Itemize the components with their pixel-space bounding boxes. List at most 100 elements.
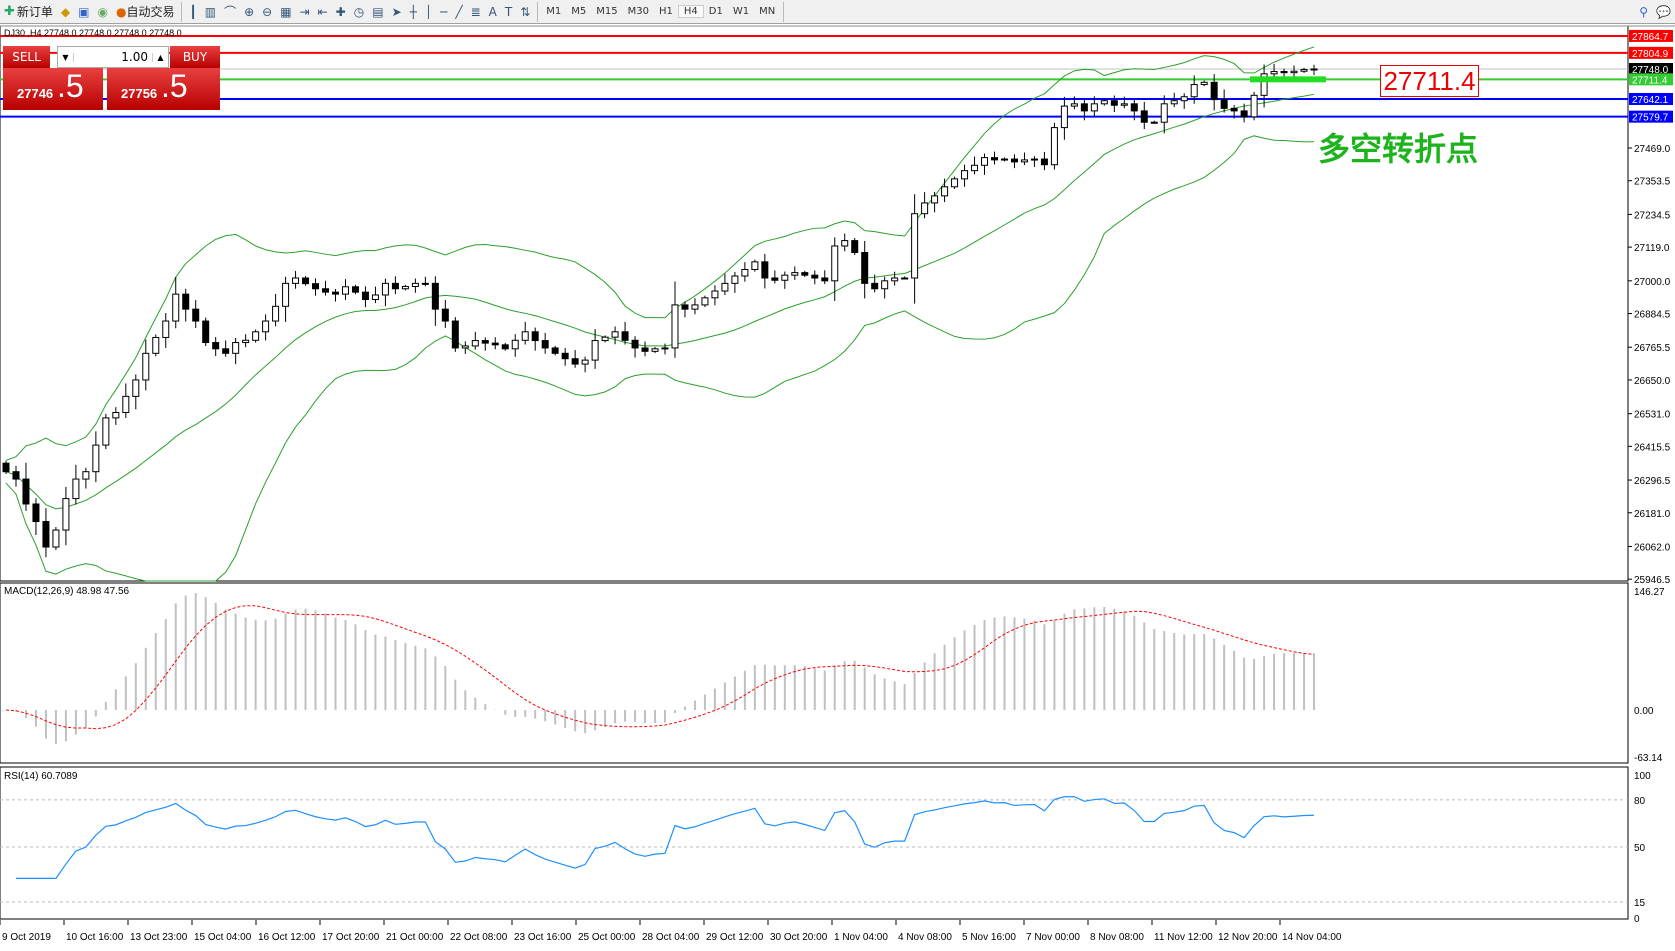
rsi-tick-label: 15: [1634, 898, 1646, 909]
new-order-button[interactable]: ✚ 新订单: [0, 1, 57, 23]
signals-button[interactable]: ◉: [94, 1, 112, 23]
cursor-icon[interactable]: ➤: [391, 4, 402, 19]
time-label: 22 Oct 08:00: [450, 932, 508, 943]
candle: [411, 278, 419, 293]
candle: [791, 266, 799, 280]
chat-button[interactable]: 💬: [1652, 1, 1675, 23]
annotation-text[interactable]: 多空转折点: [1318, 130, 1479, 168]
candle-body: [1030, 158, 1038, 161]
candle: [1270, 64, 1278, 77]
candle-body: [1260, 73, 1268, 96]
timeframe-w1[interactable]: W1: [732, 6, 750, 17]
zoom-out-icon[interactable]: ⊖: [262, 4, 273, 19]
volume-decrease-icon[interactable]: ▼: [58, 52, 74, 62]
candle: [421, 276, 429, 287]
candle: [1260, 64, 1268, 108]
level-price-text: 27711.4: [1632, 75, 1668, 86]
timeframe-m15[interactable]: M15: [596, 6, 618, 17]
macd-tick-label: 146.27: [1634, 587, 1665, 598]
sell-price-button[interactable]: 27746 .5: [3, 68, 103, 110]
candle: [641, 341, 649, 357]
auto-trading-button[interactable]: ● 自动交易: [112, 1, 179, 23]
candle: [481, 337, 489, 351]
candle-body: [1080, 103, 1088, 112]
line-chart-icon[interactable]: ⌒: [224, 5, 237, 19]
chart-bar-icon[interactable]: ┃: [189, 4, 197, 19]
candlestick-icon[interactable]: ▥: [204, 4, 217, 19]
candle-body: [831, 245, 839, 282]
candle: [971, 156, 979, 175]
periods-icon[interactable]: ◷: [353, 4, 365, 19]
indicators-icon[interactable]: ✚: [335, 4, 346, 19]
timeframe-mn[interactable]: MN: [759, 6, 776, 17]
candle-body: [1300, 69, 1308, 72]
annotation-price-label[interactable]: 27711.4: [1380, 65, 1479, 97]
horizontal-line-icon[interactable]: ─: [440, 4, 448, 19]
fibonacci-icon[interactable]: ≣: [470, 4, 481, 19]
text-icon[interactable]: A: [488, 4, 497, 19]
candle-body: [461, 345, 469, 349]
candle: [391, 276, 399, 295]
one-click-trading-panel: SELL ▼ 1.00 ▲ BUY 27746 .5 27756 .5: [3, 46, 223, 110]
price-tick-label: 26181.0: [1634, 509, 1671, 520]
candle: [431, 276, 439, 326]
candle: [1060, 96, 1068, 140]
rsi-tick-label: 50: [1634, 843, 1646, 854]
candle: [891, 271, 899, 286]
buy-button[interactable]: BUY: [170, 46, 220, 68]
candle-body: [1220, 99, 1228, 109]
timeframe-m1[interactable]: M1: [546, 6, 562, 17]
chart-window[interactable]: 27864.727804.927748.027711.427642.127579…: [0, 24, 1675, 951]
timeframe-h1[interactable]: H1: [658, 6, 673, 17]
timeframe-m30[interactable]: M30: [627, 6, 649, 17]
level-price-text: 27804.9: [1632, 49, 1669, 60]
timeframe-m5[interactable]: M5: [571, 6, 587, 17]
rsi-tick-label: 80: [1634, 796, 1646, 807]
candle-body: [1270, 71, 1278, 75]
candle-body: [162, 320, 170, 338]
templates-icon[interactable]: ▤: [372, 4, 384, 19]
candle: [441, 300, 449, 328]
turning-point-marker: [1250, 76, 1326, 83]
volume-input[interactable]: ▼ 1.00 ▲: [57, 46, 169, 68]
candle: [12, 465, 20, 487]
search-button[interactable]: ⚲: [1635, 1, 1652, 23]
autoscroll-icon[interactable]: ⇥: [299, 4, 310, 19]
candle: [242, 334, 250, 348]
crosshair-icon[interactable]: ┼: [409, 4, 417, 19]
time-label: 13 Oct 23:00: [130, 932, 188, 943]
sell-button[interactable]: SELL: [3, 46, 50, 68]
candle-body: [2, 462, 10, 473]
candle-body: [22, 478, 30, 505]
buy-price-button[interactable]: 27756 .5: [107, 68, 220, 110]
candle-body: [182, 293, 190, 310]
candle-body: [1190, 84, 1198, 98]
signal-icon: ◉: [97, 4, 108, 19]
market-watch-button[interactable]: ◆: [57, 1, 74, 23]
candle-body: [102, 417, 110, 446]
tile-windows-icon[interactable]: ▦: [280, 4, 292, 19]
candle-body: [571, 358, 579, 365]
rsi-pane-frame: [0, 766, 1629, 920]
navigator-button[interactable]: ▣: [74, 1, 93, 23]
candle-body: [621, 331, 629, 341]
candle: [42, 508, 50, 558]
candle: [351, 284, 359, 295]
candle: [751, 259, 759, 272]
candle: [262, 314, 270, 341]
vertical-line-icon[interactable]: │: [424, 4, 433, 19]
chart-shift-icon[interactable]: ⇤: [317, 4, 328, 19]
text-label-icon[interactable]: T: [504, 4, 513, 19]
level-price-tag: [1629, 46, 1673, 59]
volume-value[interactable]: 1.00: [121, 50, 148, 64]
candle: [1050, 122, 1058, 170]
timeframe-h4[interactable]: H4: [677, 5, 704, 18]
candle: [931, 191, 939, 213]
timeframe-d1[interactable]: D1: [708, 6, 723, 17]
candle: [341, 279, 349, 300]
arrows-icon[interactable]: ⇅: [520, 4, 531, 19]
trendline-icon[interactable]: ╱: [455, 4, 463, 19]
volume-increase-icon[interactable]: ▲: [152, 52, 168, 62]
candle-body: [1110, 100, 1118, 106]
zoom-in-icon[interactable]: ⊕: [244, 4, 255, 19]
